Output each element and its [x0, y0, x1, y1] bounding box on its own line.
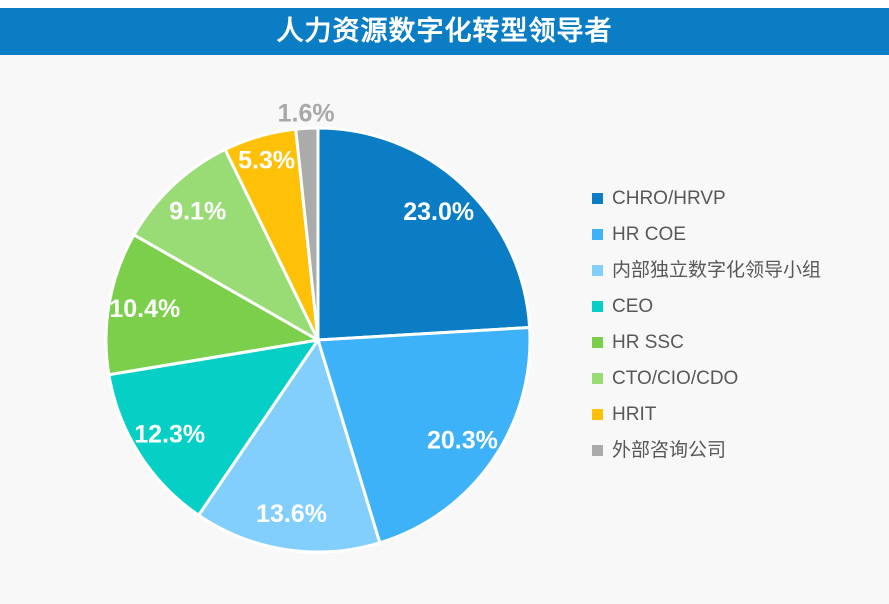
pie-slice-5[interactable]: [132, 147, 320, 342]
legend-item-hr-ssc[interactable]: HR SSC: [592, 324, 821, 360]
slice-label-4: 10.4%: [109, 295, 180, 323]
legend-swatch-icon: [592, 444, 603, 456]
legend-label: HRIT: [612, 403, 657, 425]
pie-slice-1[interactable]: [316, 325, 532, 545]
legend-item-cto-cio-cdo[interactable]: CTO/CIO/CDO: [592, 360, 821, 396]
pie-slice-2[interactable]: [197, 338, 382, 554]
slice-label-3: 12.3%: [134, 421, 205, 449]
legend-swatch-icon: [592, 228, 603, 240]
legend-label: 外部咨询公司: [612, 439, 727, 461]
legend-swatch-icon: [592, 336, 603, 348]
legend-item-external-consulting[interactable]: 外部咨询公司: [592, 432, 821, 468]
legend-label: HR COE: [612, 223, 686, 245]
legend-label: 内部独立数字化领导小组: [612, 259, 822, 281]
header-bar: 人力资源数字化转型领导者: [0, 8, 889, 55]
slice-label-6: 5.3%: [238, 147, 295, 175]
pie-slice-7[interactable]: [294, 126, 320, 342]
slice-label-2: 13.6%: [256, 500, 327, 528]
legend-label: CEO: [612, 295, 654, 317]
legend-item-hr-coe[interactable]: HR COE: [592, 216, 821, 252]
slice-label-1: 20.3%: [427, 427, 498, 455]
slice-label-5: 9.1%: [169, 198, 226, 226]
legend-item-internal-digital-group[interactable]: 内部独立数字化领导小组: [592, 252, 821, 288]
legend-item-ceo[interactable]: CEO: [592, 288, 821, 324]
legend-swatch-icon: [592, 264, 603, 276]
slice-label-0: 23.0%: [403, 198, 474, 226]
legend-swatch-icon: [592, 372, 603, 384]
legend-swatch-icon: [592, 300, 603, 312]
legend-item-chro-hrvp[interactable]: CHRO/HRVP: [592, 180, 821, 216]
legend: CHRO/HRVP HR COE 内部独立数字化领导小组 CEO HR SSC …: [592, 180, 821, 468]
legend-swatch-icon: [592, 408, 603, 420]
legend-label: HR SSC: [612, 331, 684, 353]
slice-label-7: 1.6%: [278, 100, 335, 128]
pie-slice-4[interactable]: [104, 233, 320, 377]
page-title: 人力资源数字化转型领导者: [276, 16, 613, 46]
legend-label: CHRO/HRVP: [612, 187, 726, 209]
pie-slice-3[interactable]: [107, 338, 320, 517]
pie-slice-0[interactable]: [316, 126, 532, 342]
legend-item-hrit[interactable]: HRIT: [592, 396, 821, 432]
legend-swatch-icon: [592, 192, 603, 204]
legend-label: CTO/CIO/CDO: [612, 367, 739, 389]
